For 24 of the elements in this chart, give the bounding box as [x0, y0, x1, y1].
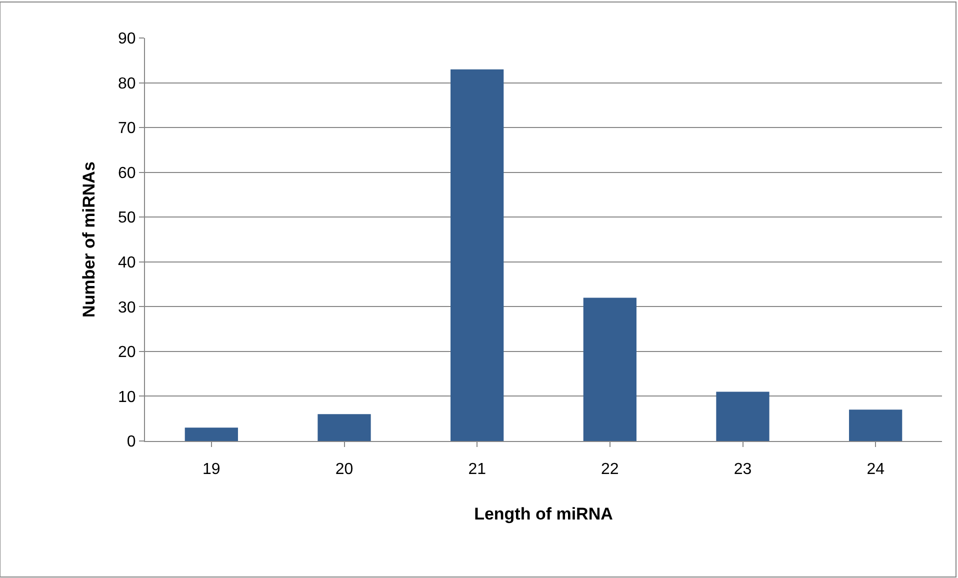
x-tick-label: 21 — [468, 461, 486, 478]
y-tick-label: 0 — [126, 434, 136, 451]
x-tick-label: 20 — [335, 461, 354, 478]
x-tick-label: 22 — [601, 461, 619, 478]
y-tick-label: 40 — [118, 254, 136, 272]
x-tick-label: 19 — [202, 461, 220, 478]
y-tick-label: 60 — [118, 164, 136, 182]
bar — [318, 414, 371, 441]
y-tick-label: 80 — [118, 75, 136, 92]
y-tick-label: 50 — [118, 210, 136, 227]
y-tick-label: 10 — [118, 388, 136, 406]
bar — [716, 392, 770, 441]
bar — [450, 69, 504, 441]
y-tick-label: 20 — [118, 344, 136, 362]
x-tick-label: 23 — [734, 461, 752, 478]
x-tick-label: 24 — [866, 461, 885, 478]
bar — [583, 298, 636, 441]
y-axis-title: Number of miRNAs — [80, 162, 99, 318]
x-axis-title: Length of miRNA — [474, 504, 613, 524]
bar — [849, 410, 902, 441]
y-tick-label: 70 — [118, 120, 136, 138]
bar — [184, 428, 238, 441]
y-tick-label: 90 — [118, 30, 136, 48]
y-tick-label: 30 — [118, 299, 136, 316]
